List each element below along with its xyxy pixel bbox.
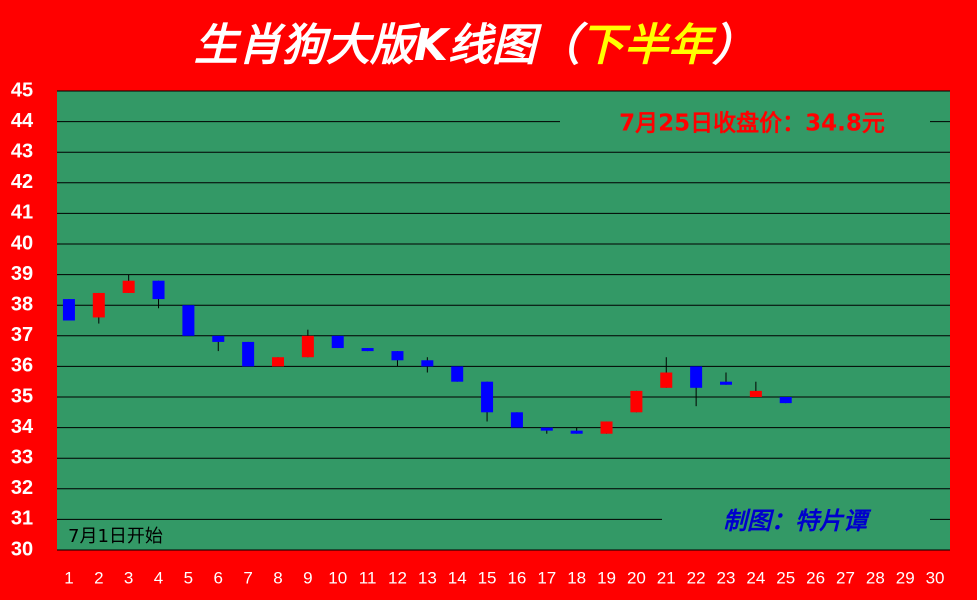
- candle-body: [779, 397, 792, 404]
- candle-body: [720, 381, 732, 385]
- annotation: 7月25日收盘价：34.8元: [619, 110, 885, 137]
- x-tick-label: 8: [273, 568, 282, 587]
- candle-body: [481, 381, 494, 413]
- y-tick-label: 45: [11, 79, 33, 101]
- x-tick-label: 9: [303, 568, 312, 587]
- y-tick-label: 33: [11, 446, 33, 468]
- title-part: 生肖狗大版K线图（: [194, 20, 589, 71]
- y-tick-label: 41: [11, 202, 33, 224]
- x-tick-label: 11: [359, 568, 377, 587]
- x-tick-label: 3: [124, 568, 133, 587]
- y-tick-label: 42: [11, 171, 33, 193]
- candle-body: [272, 357, 284, 367]
- y-tick-label: 36: [11, 355, 33, 377]
- candle-body: [391, 351, 404, 361]
- y-tick-label: 32: [11, 477, 33, 499]
- candle-body: [660, 372, 673, 388]
- annotation: 7月1日开始: [68, 526, 163, 547]
- candle-body: [212, 335, 225, 342]
- x-tick-label: 1: [64, 568, 73, 587]
- candle-body: [600, 421, 613, 434]
- x-tick-label: 6: [214, 568, 223, 587]
- x-tick-label: 12: [388, 568, 407, 587]
- candle-body: [630, 390, 643, 413]
- candle-body: [570, 430, 583, 434]
- y-tick-label: 35: [11, 385, 33, 407]
- title-part: ）: [712, 20, 756, 71]
- x-tick-label: 27: [836, 568, 855, 587]
- candle-body: [182, 305, 195, 336]
- annotation: 制图：特片谭: [723, 507, 872, 535]
- candle-body: [331, 335, 344, 349]
- annotation-box: [662, 505, 930, 539]
- x-tick-label: 30: [926, 568, 945, 587]
- candle-body: [540, 427, 553, 431]
- candle-body: [421, 360, 434, 367]
- candle-body: [301, 335, 314, 358]
- candle-body: [122, 280, 135, 293]
- x-tick-label: 16: [507, 568, 526, 587]
- y-tick-label: 31: [11, 508, 33, 530]
- x-tick-label: 19: [597, 568, 616, 587]
- x-tick-label: 2: [94, 568, 103, 587]
- candle-body: [242, 341, 255, 367]
- y-tick-label: 34: [11, 416, 34, 438]
- candle-body: [510, 412, 523, 428]
- plot-area: [57, 91, 950, 550]
- x-tick-label: 7: [243, 568, 252, 587]
- x-tick-label: 13: [418, 568, 437, 587]
- candle-body: [749, 390, 762, 397]
- x-tick-label: 10: [328, 568, 347, 587]
- y-tick-label: 30: [11, 538, 33, 560]
- x-tick-label: 29: [896, 568, 915, 587]
- candle-body: [451, 366, 464, 382]
- x-tick-label: 24: [746, 568, 765, 587]
- y-tick-label: 40: [11, 232, 33, 254]
- x-tick-label: 26: [806, 568, 825, 587]
- candle-body: [62, 299, 75, 321]
- y-tick-label: 38: [11, 293, 33, 315]
- y-tick-label: 44: [11, 110, 34, 132]
- annotation-box: [560, 106, 930, 142]
- candle-body: [690, 366, 703, 388]
- x-tick-label: 5: [184, 568, 193, 587]
- candle-body: [361, 348, 374, 352]
- title-part: 下半年: [580, 20, 717, 71]
- candle-body: [152, 280, 165, 300]
- x-tick-label: 21: [657, 568, 676, 587]
- x-tick-label: 15: [478, 568, 497, 587]
- x-tick-label: 22: [687, 568, 706, 587]
- x-tick-label: 20: [627, 568, 646, 587]
- x-tick-label: 28: [866, 568, 885, 587]
- y-tick-label: 43: [11, 140, 33, 162]
- y-tick-label: 39: [11, 263, 33, 285]
- x-tick-label: 18: [567, 568, 586, 587]
- x-tick-label: 14: [448, 568, 467, 587]
- x-tick-label: 25: [776, 568, 795, 587]
- x-tick-label: 4: [154, 568, 163, 587]
- y-tick-label: 37: [11, 324, 33, 346]
- annotation-box: [62, 525, 192, 549]
- candle-body: [92, 292, 105, 318]
- chart-title: 生肖狗大版K线图（下半年）: [194, 20, 756, 71]
- x-tick-label: 23: [717, 568, 736, 587]
- x-tick-label: 17: [537, 568, 556, 587]
